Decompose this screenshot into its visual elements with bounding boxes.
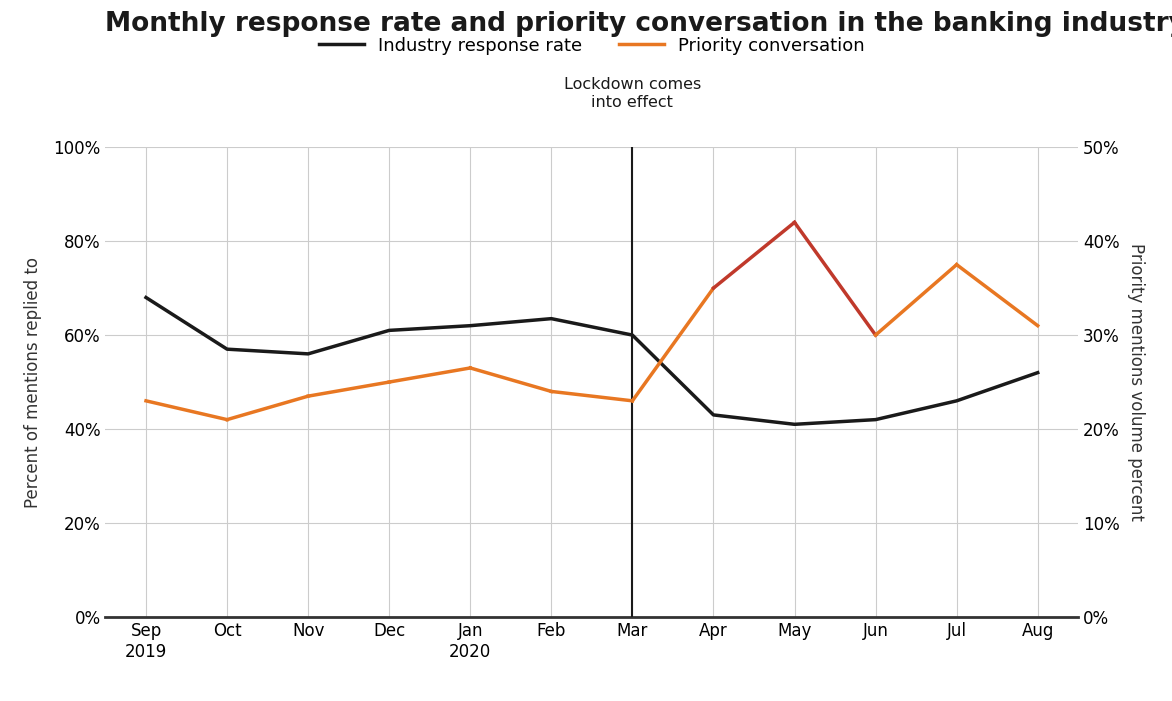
Text: Monthly response rate and priority conversation in the banking industry: Monthly response rate and priority conve… bbox=[105, 11, 1172, 36]
Y-axis label: Percent of mentions replied to: Percent of mentions replied to bbox=[25, 257, 42, 508]
Text: Lockdown comes
into effect: Lockdown comes into effect bbox=[564, 77, 701, 109]
Y-axis label: Priority mentions volume percent: Priority mentions volume percent bbox=[1126, 243, 1145, 521]
Legend: Industry response rate, Priority conversation: Industry response rate, Priority convers… bbox=[312, 29, 872, 62]
